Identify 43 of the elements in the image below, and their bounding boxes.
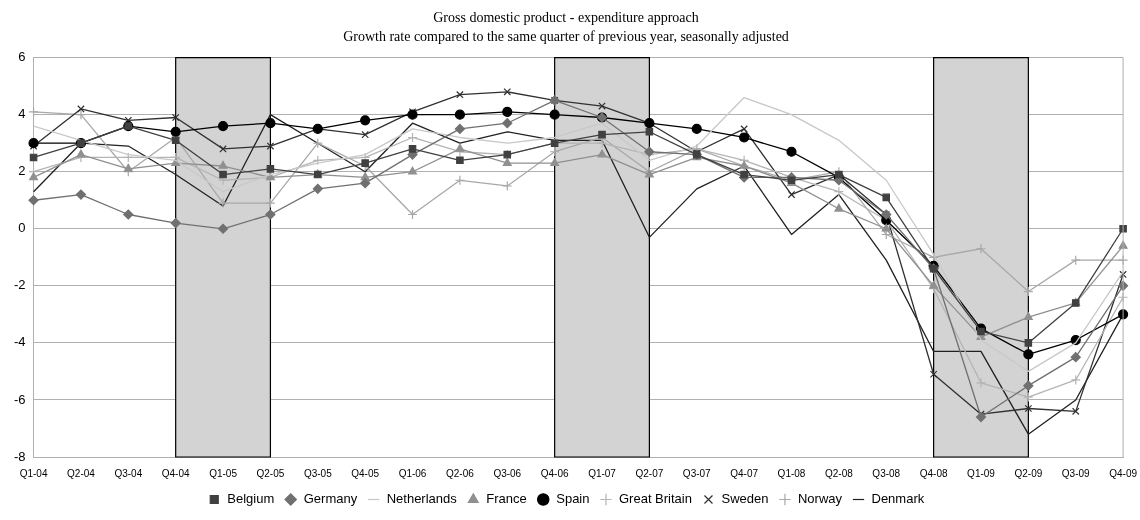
x-tick-label: Q2-05 — [256, 467, 285, 479]
y-tick-label: 6 — [18, 49, 26, 65]
y-tick-label: -6 — [14, 391, 26, 407]
x-tick-label: Q1-09 — [967, 467, 996, 479]
y-tick-label: -4 — [14, 334, 26, 350]
legend-label: Belgium — [227, 491, 275, 507]
legend-label: Great Britain — [618, 491, 692, 507]
x-tick-label: Q2-08 — [824, 467, 854, 479]
y-tick-label: 2 — [18, 163, 26, 179]
x-tick-label: Q3-05 — [303, 467, 333, 479]
legend-label: Netherlands — [386, 491, 458, 507]
legend-label: Sweden — [721, 491, 769, 507]
chart-subtitle: Growth rate compared to the same quarter of previous year, seasonally adjusted — [343, 28, 789, 44]
legend-label: Norway — [797, 491, 843, 507]
legend-label: Spain — [556, 491, 590, 507]
y-tick-label: -2 — [14, 277, 26, 293]
x-tick-label: Q3-04 — [114, 467, 143, 479]
y-tick-label: 4 — [18, 106, 26, 122]
x-tick-label: Q4-08 — [919, 467, 948, 479]
x-tick-label: Q1-08 — [777, 467, 806, 479]
x-tick-label: Q1-07 — [588, 467, 617, 479]
x-tick-label: Q2-04 — [67, 467, 96, 479]
y-tick-label: -8 — [14, 448, 26, 464]
x-tick-label: Q4-06 — [540, 467, 569, 479]
y-tick-label: 0 — [18, 220, 26, 236]
x-tick-label: Q2-09 — [1014, 467, 1043, 479]
x-tick-label: Q4-07 — [730, 467, 759, 479]
legend-label: Denmark — [871, 491, 925, 507]
x-tick-label: Q4-05 — [351, 467, 380, 479]
x-tick-label: Q4-09 — [1109, 467, 1138, 479]
legend-label: France — [486, 491, 527, 507]
x-tick-label: Q1-06 — [398, 467, 427, 479]
x-tick-label: Q1-05 — [209, 467, 238, 479]
chart-title: Gross domestic product - expenditure approach — [433, 10, 699, 26]
x-tick-label: Q1-04 — [19, 467, 48, 479]
x-tick-label: Q3-08 — [872, 467, 901, 479]
x-tick-label: Q2-06 — [446, 467, 475, 479]
x-tick-label: Q3-07 — [682, 467, 712, 479]
legend-label: Germany — [303, 491, 358, 507]
x-tick-label: Q3-09 — [1061, 467, 1091, 479]
x-tick-label: Q2-07 — [635, 467, 664, 479]
x-tick-label: Q4-04 — [161, 467, 191, 479]
x-tick-label: Q3-06 — [493, 467, 522, 479]
